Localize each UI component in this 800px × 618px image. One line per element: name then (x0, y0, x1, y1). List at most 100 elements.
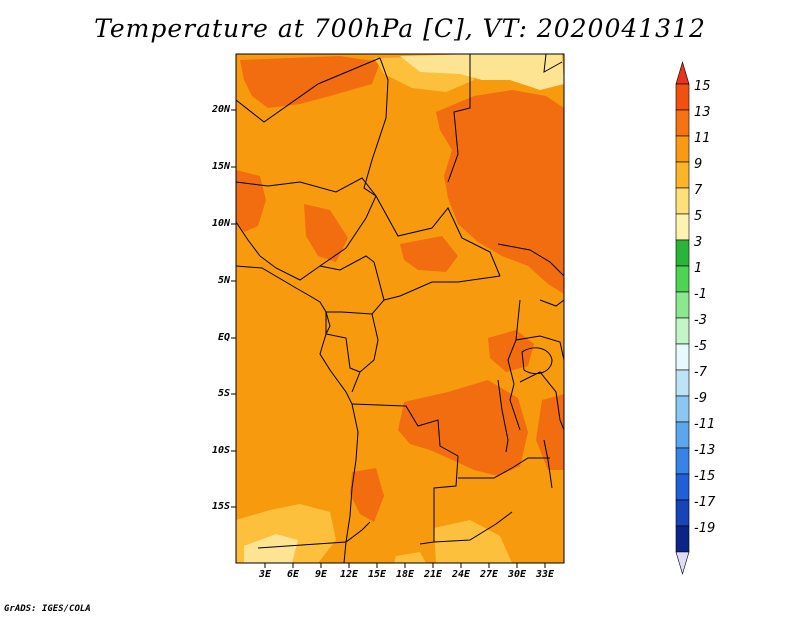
lat-label-10n: 10N (211, 218, 230, 229)
legend-swatch (675, 187, 690, 215)
boundary-angola-east (419, 455, 459, 545)
legend-arrow-bottom (675, 551, 690, 576)
legend-swatch (675, 395, 690, 423)
hot-region-lake-area (488, 330, 534, 372)
legend-label-15: 15 (694, 79, 711, 94)
lat-label-15s: 15S (211, 501, 230, 512)
legend-label-neg19: -19 (694, 521, 716, 536)
legend-swatch (675, 473, 690, 501)
legend-label-11: 11 (694, 131, 711, 146)
lake-tanganyika (497, 379, 509, 453)
legend-swatch (675, 447, 690, 475)
boundary-libya-sudan (447, 54, 471, 183)
legend-label-neg7: -7 (694, 365, 707, 380)
boundary-uganda (515, 335, 564, 361)
boundary-mali-niger (236, 57, 381, 123)
legend-swatch (675, 265, 690, 293)
legend-swatch (675, 343, 690, 371)
legend-arrow-top (675, 60, 690, 85)
hot-region-mozambique (536, 394, 564, 470)
legend-swatch (675, 525, 690, 553)
boundary-niger-chad (363, 57, 389, 197)
lat-label-eq: EQ (217, 332, 230, 343)
map-title: Temperature at 700hPa [C], VT: 202004131… (94, 14, 706, 43)
boundary-cameroon (319, 255, 375, 271)
coolest-region-southwest (244, 534, 298, 563)
hot-region-west (236, 170, 266, 232)
lat-label-5n: 5N (217, 275, 230, 286)
boundary-sudan-east (497, 243, 564, 277)
lon-label-21e: 21E (423, 569, 443, 580)
hot-region-chad (400, 236, 458, 272)
hot-region-east-sudan (436, 90, 564, 294)
boundary-nigeria (236, 177, 377, 281)
legend-label-neg15: -15 (694, 469, 716, 484)
legend-swatch (675, 317, 690, 345)
lat-label-5s: 5S (217, 388, 230, 399)
legend-swatch (675, 135, 690, 163)
boundary-car-south (373, 261, 501, 301)
boundary-nigeria-west (236, 221, 261, 257)
legend-label-neg13: -13 (694, 443, 716, 458)
legend-label-9: 9 (694, 157, 703, 172)
legend-label-neg9: -9 (694, 391, 707, 406)
lon-label-18e: 18E (395, 569, 415, 580)
legend-swatch (675, 83, 690, 111)
boundary-gabon (325, 312, 361, 373)
legend-swatch (675, 291, 690, 319)
lon-label-33e: 33E (535, 569, 555, 580)
lon-label-6e: 6E (286, 569, 300, 580)
lake-malawi (543, 439, 553, 489)
lon-label-30e: 30E (507, 569, 527, 580)
boundary-angola-north (351, 403, 459, 457)
legend-label-neg1: -1 (694, 287, 707, 302)
legend-swatch (675, 213, 690, 241)
legend-swatch (675, 161, 690, 189)
boundary-cameroon-south (326, 299, 385, 315)
legend-swatch (675, 499, 690, 527)
boundary-congo (351, 313, 379, 393)
coolest-region-north (400, 54, 564, 90)
hot-region-congo-basin (398, 380, 528, 476)
hot-region-center-west (304, 204, 348, 262)
boundary-zambia (458, 457, 550, 479)
hot-region-angola (350, 468, 384, 522)
hot-region-north-sahel (240, 56, 380, 108)
boundary-zambia-south (433, 511, 513, 543)
cool-region-southeast (434, 520, 512, 563)
cool-region-south-center (394, 552, 426, 563)
lat-label-15n: 15N (211, 161, 230, 172)
legend-label-5: 5 (694, 209, 703, 224)
legend-label-neg11: -11 (694, 417, 716, 432)
lat-label-20n: 20N (211, 104, 230, 115)
lake-victoria (521, 347, 553, 375)
legend-swatch (675, 109, 690, 137)
lon-label-3e: 3E (258, 569, 272, 580)
legend-label-7: 7 (694, 183, 703, 198)
red-sea-coast (543, 54, 563, 73)
credit-text: GrADS: IGES/COLA (4, 604, 91, 614)
boundary-kenya (539, 299, 564, 307)
legend-label-1: 1 (694, 261, 703, 276)
boundary-chad-car (375, 195, 501, 277)
lon-label-9e: 9E (314, 569, 328, 580)
legend-label-neg5: -5 (694, 339, 707, 354)
legend-swatch (675, 369, 690, 397)
boundary-tanzania (519, 371, 564, 431)
boundary-drc-east (507, 299, 521, 431)
lon-label-12e: 12E (339, 569, 359, 580)
legend-label-13: 13 (694, 105, 711, 120)
legend-swatch (675, 239, 690, 267)
legend-label-3: 3 (694, 235, 703, 250)
map-frame (235, 53, 565, 564)
legend-label-neg17: -17 (694, 495, 716, 510)
lat-label-10s: 10S (211, 445, 230, 456)
boundary-namibia (257, 521, 371, 549)
lon-label-27e: 27E (479, 569, 499, 580)
coastline (236, 265, 359, 563)
legend-swatch (675, 421, 690, 449)
legend-label-neg3: -3 (694, 313, 707, 328)
lon-label-24e: 24E (451, 569, 471, 580)
